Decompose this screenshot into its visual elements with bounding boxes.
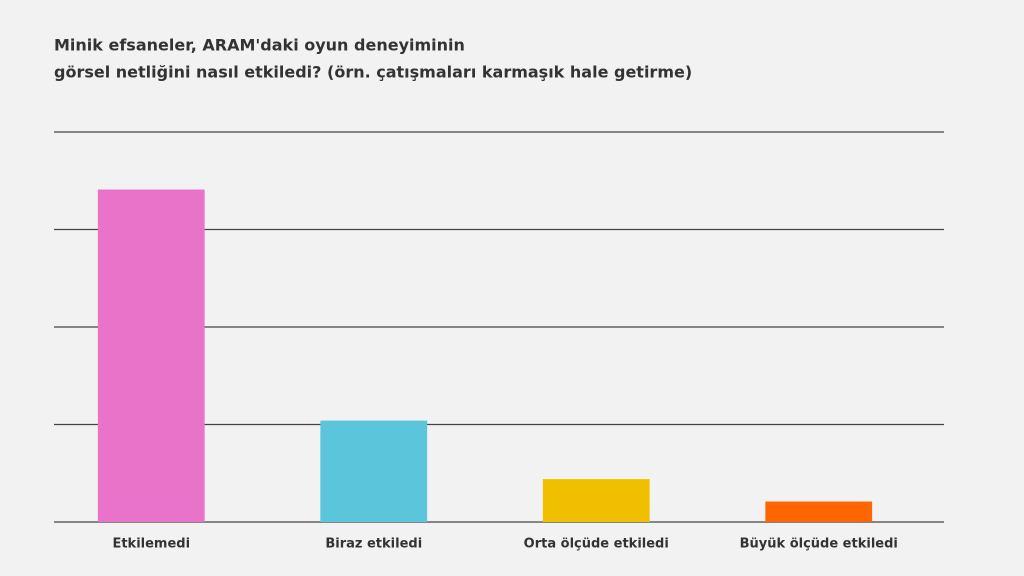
x-tick-label: Biraz etkiledi <box>325 537 422 552</box>
bar <box>542 479 650 522</box>
x-tick-label: Etkilemedi <box>112 537 190 552</box>
chart-title: görsel netliğini nasıl etkiledi? (örn. ç… <box>54 63 692 82</box>
x-tick-label: Orta ölçüde etkiledi <box>524 537 669 552</box>
bar <box>320 420 428 522</box>
chart-title: Minik efsaneler, ARAM'daki oyun deneyimi… <box>54 36 465 55</box>
bar <box>97 189 205 522</box>
x-tick-label: Büyük ölçüde etkiledi <box>740 537 898 552</box>
bar <box>765 501 873 522</box>
